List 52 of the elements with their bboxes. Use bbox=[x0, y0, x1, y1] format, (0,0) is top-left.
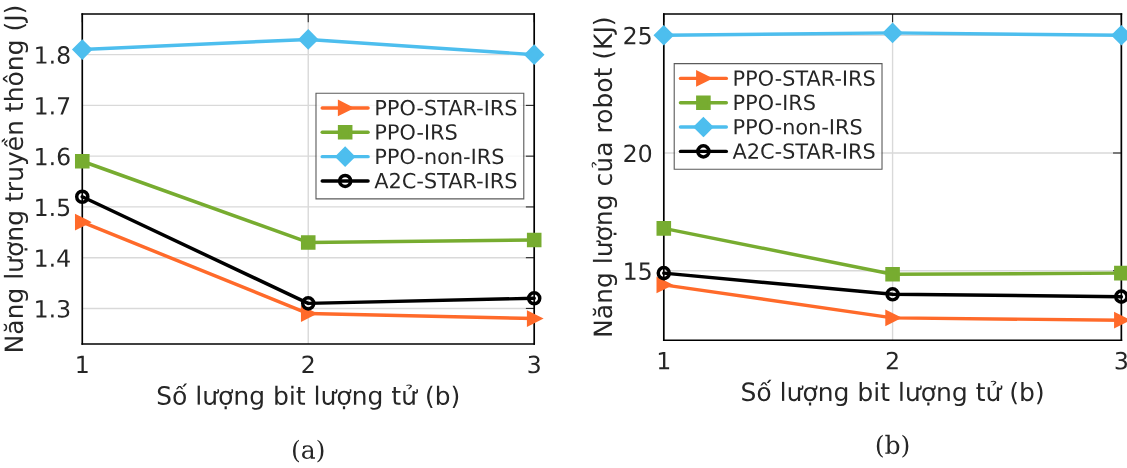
point bbox=[74, 214, 90, 230]
point bbox=[526, 232, 542, 248]
x-tick-label: 3 bbox=[528, 355, 540, 374]
point bbox=[882, 23, 903, 43]
point bbox=[885, 310, 900, 326]
legend-label: PPO-STAR-IRS bbox=[734, 70, 875, 86]
y-tick-label: 1.8 bbox=[36, 46, 70, 64]
x-tick-label: 2 bbox=[886, 351, 898, 370]
point bbox=[656, 277, 672, 293]
legend-label: A2C-STAR-IRS bbox=[732, 143, 875, 159]
y-tick-label: 15 bbox=[625, 262, 651, 281]
point bbox=[654, 25, 674, 45]
legend-label: PPO-non-IRS bbox=[734, 118, 862, 135]
point bbox=[656, 265, 672, 281]
x-axis-title: Số lượng bit lượng tử (b) bbox=[157, 383, 459, 410]
x-tick-label: 1 bbox=[77, 355, 88, 374]
text: (b) bbox=[876, 434, 909, 458]
y-tick-label: 1.3 bbox=[36, 299, 70, 318]
point bbox=[74, 153, 90, 169]
point bbox=[524, 45, 544, 65]
x-tick-label: 2 bbox=[302, 355, 314, 374]
x-tick-label: 3 bbox=[1115, 351, 1127, 370]
point bbox=[298, 29, 318, 50]
point bbox=[74, 189, 90, 205]
legend-label: A2C-STAR-IRS bbox=[374, 172, 517, 189]
point bbox=[526, 310, 544, 327]
point bbox=[300, 306, 316, 321]
point bbox=[885, 287, 900, 302]
y-tick-label: 1.5 bbox=[36, 198, 70, 217]
point bbox=[1114, 289, 1127, 304]
y-tick-label: 1.7 bbox=[36, 97, 70, 115]
point bbox=[656, 221, 672, 236]
y-tick-label: 1.4 bbox=[36, 249, 70, 267]
y-tick-label: 1.6 bbox=[36, 147, 70, 166]
point bbox=[1114, 312, 1127, 328]
point bbox=[72, 39, 92, 60]
x-tick-label: 1 bbox=[658, 352, 670, 370]
x-axis-title: Số lượng bit lượng tử (b) bbox=[742, 379, 1043, 407]
text: (a) bbox=[293, 439, 324, 463]
point bbox=[1114, 265, 1127, 281]
y-axis-title: Năng lượng truyền thông (J) bbox=[1, 6, 29, 351]
point bbox=[885, 266, 900, 282]
y-tick-label: 25 bbox=[624, 26, 651, 45]
point bbox=[526, 291, 542, 306]
legend-label: PPO-IRS bbox=[376, 124, 457, 140]
y-axis-title: Năng lượng của robot (KJ) bbox=[591, 18, 618, 336]
point bbox=[300, 296, 316, 311]
legend-label: PPO-STAR-IRS bbox=[376, 99, 517, 116]
point bbox=[300, 235, 316, 250]
y-tick-label: 20 bbox=[624, 144, 652, 163]
legend-label: PPO-non-IRS bbox=[376, 148, 504, 165]
legend-label: PPO-IRS bbox=[734, 94, 815, 111]
